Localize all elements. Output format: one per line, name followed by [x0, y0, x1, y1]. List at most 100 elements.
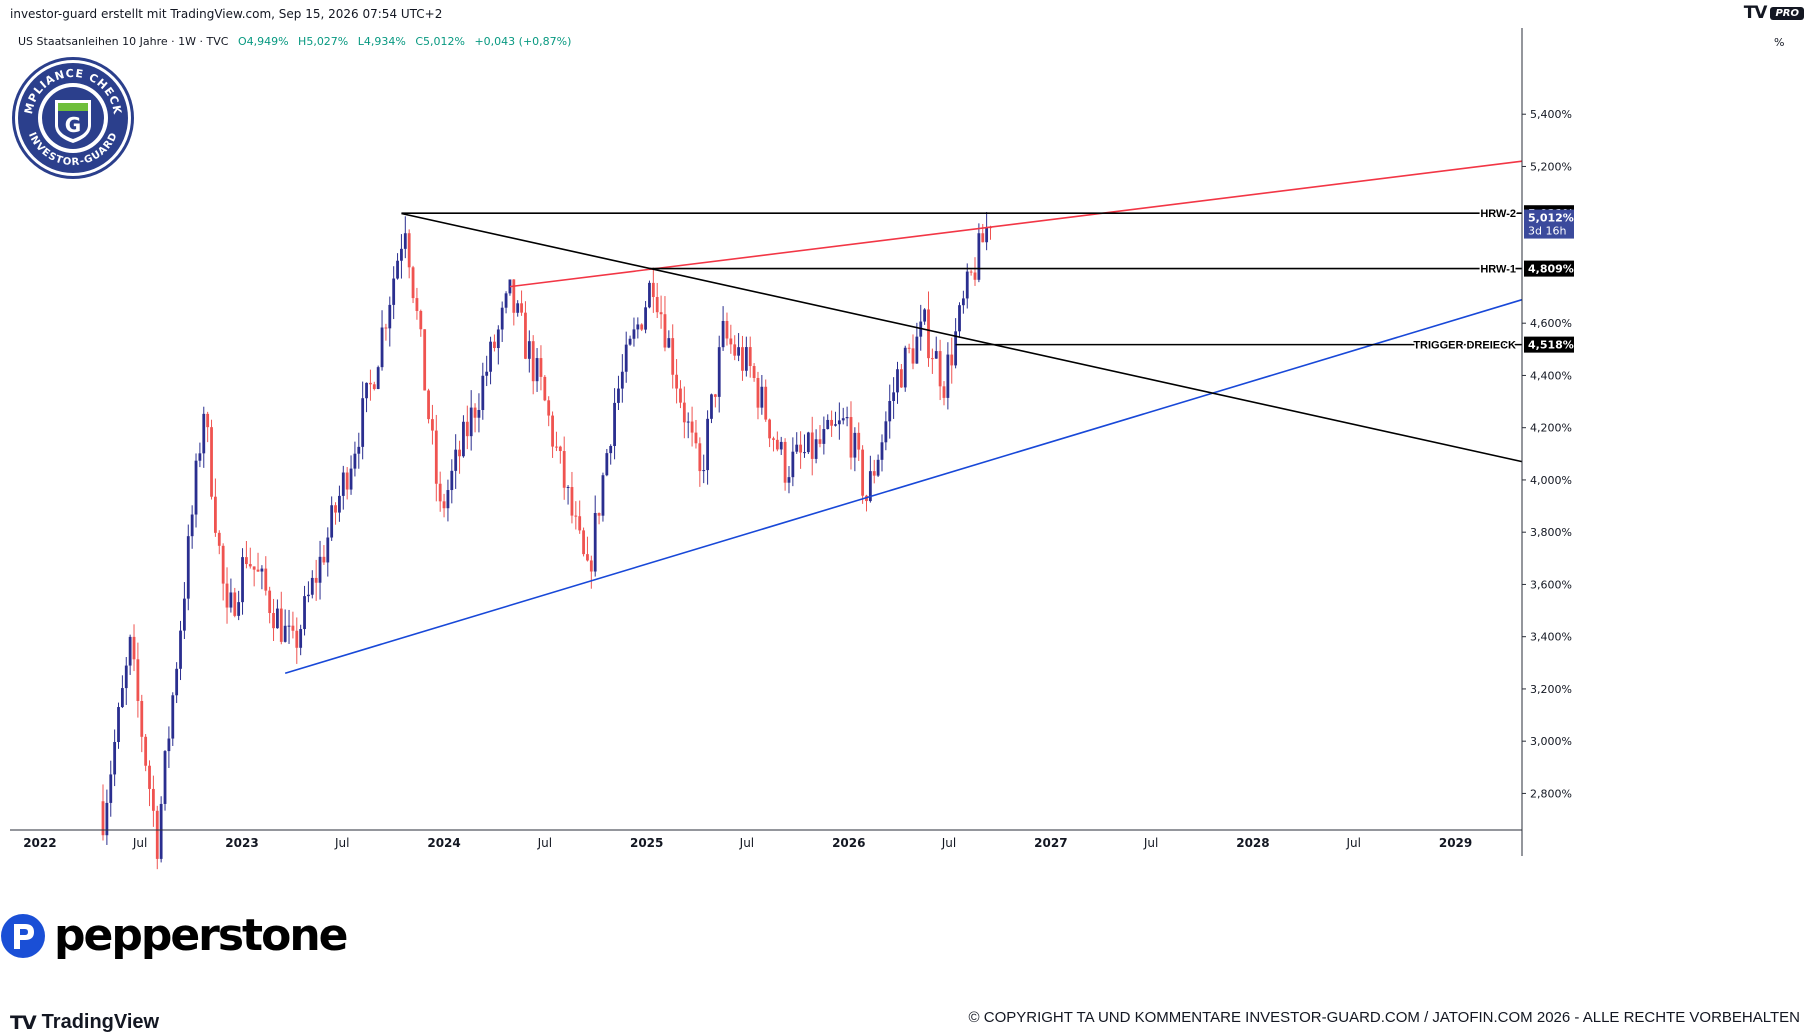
- symbol-name[interactable]: US Staatsanleihen 10 Jahre · 1W · TVC: [18, 35, 229, 48]
- level-price-tag-label: 4,518%: [1528, 339, 1574, 352]
- candle-body: [469, 407, 473, 437]
- candle-body: [341, 472, 345, 496]
- pepperstone-wordmark: pepperstone: [54, 910, 348, 961]
- x-tick-label: 2028: [1236, 836, 1269, 850]
- x-tick-label: 2025: [630, 836, 663, 850]
- x-tick-label: 2023: [225, 836, 258, 850]
- tv-footer-icon: TV: [10, 1011, 37, 1034]
- candle-body: [876, 459, 880, 476]
- candle-body: [113, 742, 117, 775]
- x-tick-label: Jul: [334, 836, 349, 850]
- candle-body: [400, 248, 403, 261]
- candle-body: [690, 421, 694, 433]
- y-tick-label: 3,200%: [1530, 683, 1572, 696]
- candle-body: [628, 338, 632, 345]
- last-price-label: 5,012%: [1528, 212, 1574, 225]
- candle-body: [318, 556, 322, 583]
- candle-body: [636, 324, 640, 330]
- candle-body: [741, 347, 744, 371]
- candle-body: [314, 577, 318, 583]
- candle-body: [334, 505, 337, 513]
- candle-body: [830, 419, 834, 426]
- candle-body: [954, 331, 958, 366]
- symbol-info-line: US Staatsanleihen 10 Jahre · 1W · TVC O4…: [18, 35, 577, 48]
- tradingview-pro-logo: TV PRO: [1744, 3, 1804, 23]
- candle-body: [419, 310, 423, 330]
- ohlc-open: O4,949%: [237, 35, 289, 48]
- candle-body: [229, 592, 233, 608]
- candle-body: [946, 354, 950, 398]
- ohlc-high: H5,027%: [298, 35, 349, 48]
- candle-body: [512, 279, 516, 313]
- countdown-label: 3d 16h: [1528, 225, 1566, 238]
- candle-body: [934, 351, 938, 359]
- candle-body: [117, 707, 120, 743]
- candle-body: [965, 271, 969, 299]
- x-tick-label: Jul: [132, 836, 147, 850]
- candle-body: [167, 738, 171, 752]
- candle-body: [279, 608, 283, 642]
- level-price-tag: [1524, 260, 1574, 277]
- candle-body: [190, 514, 194, 537]
- candle-body: [303, 596, 306, 630]
- candle-body: [671, 338, 675, 375]
- candle-body: [667, 338, 671, 348]
- candle-body: [624, 344, 628, 372]
- y-tick-label: 3,400%: [1530, 631, 1572, 644]
- candle-body: [888, 401, 892, 422]
- candle-body: [837, 420, 841, 425]
- candle-body: [927, 309, 930, 359]
- candle-body: [276, 608, 279, 629]
- y-tick-label: 3,000%: [1530, 735, 1572, 748]
- candle-body: [210, 427, 213, 497]
- x-tick-label: 2027: [1034, 836, 1067, 850]
- candle-body: [159, 803, 163, 859]
- candle-body: [861, 449, 865, 496]
- candle-body: [713, 394, 717, 397]
- level-label: HRW-1: [1480, 264, 1516, 276]
- x-tick-label: 2026: [832, 836, 865, 850]
- level-price-tag: [1524, 336, 1574, 353]
- candle-body: [729, 338, 733, 345]
- candle-body: [396, 260, 399, 279]
- candle-body: [609, 445, 613, 454]
- last-price-tag: [1524, 209, 1574, 239]
- candle-body: [915, 336, 919, 364]
- candle-body: [481, 375, 485, 410]
- candle-body: [977, 233, 981, 280]
- candle-body: [725, 320, 729, 339]
- candle-body: [307, 594, 310, 597]
- candle-body: [241, 557, 244, 603]
- candle-body: [171, 695, 175, 739]
- candle-body: [644, 307, 647, 330]
- candle-body: [923, 309, 927, 322]
- candle-body: [353, 453, 357, 469]
- candle-body: [221, 545, 225, 584]
- candle-body: [283, 625, 287, 642]
- price-unit-label[interactable]: %: [1774, 36, 1785, 49]
- candle-body: [151, 788, 155, 811]
- candle-body: [128, 636, 132, 666]
- candle-body: [857, 432, 861, 450]
- candle-body: [299, 629, 303, 648]
- candle-body: [640, 324, 644, 330]
- candle-body: [582, 530, 585, 555]
- candle-body: [411, 267, 415, 299]
- candle-body: [357, 446, 361, 454]
- candle-body: [132, 636, 136, 660]
- candle-body: [163, 751, 167, 804]
- candle-body: [361, 398, 365, 447]
- candle-body: [423, 329, 427, 391]
- candle-body: [593, 513, 597, 572]
- candle-body: [551, 415, 554, 447]
- candle-body: [826, 419, 830, 430]
- candle-body: [950, 354, 954, 366]
- candle-body: [562, 451, 566, 488]
- candle-body: [268, 590, 272, 614]
- candle-body: [322, 556, 326, 563]
- candle-body: [477, 409, 481, 418]
- candle-body: [969, 271, 973, 273]
- candle-body: [124, 665, 128, 689]
- candle-body: [260, 568, 264, 572]
